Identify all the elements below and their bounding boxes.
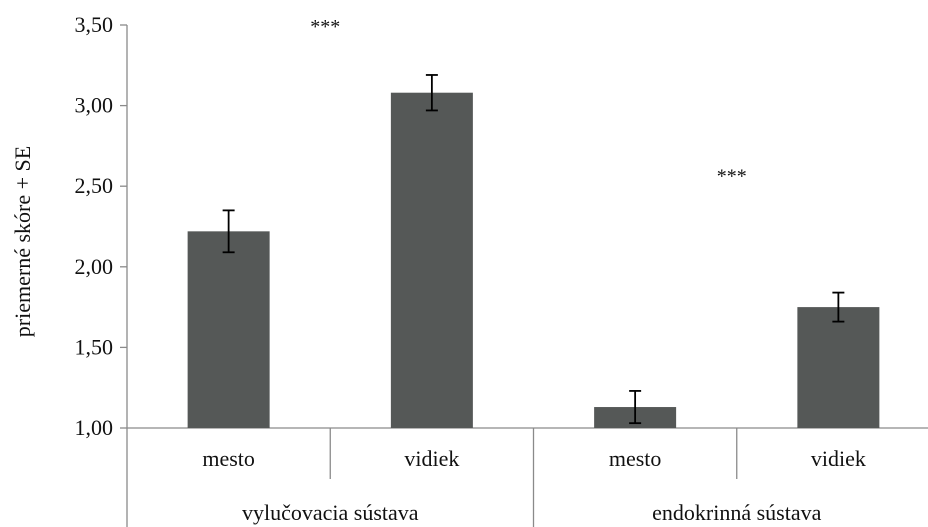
y-tick-label: 3,00 [75, 93, 114, 118]
y-tick-label: 3,50 [75, 12, 114, 37]
y-tick-label: 1,00 [75, 415, 114, 440]
significance-label: *** [717, 166, 747, 188]
category-label: vidiek [811, 446, 866, 471]
bar [187, 231, 270, 428]
y-tick-label: 1,50 [75, 334, 114, 359]
group-label: vylučovacia sústava [242, 500, 419, 525]
bars [187, 74, 880, 428]
category-label: mesto [202, 446, 255, 471]
y-axis-title: priemerné skóre + SE [10, 146, 35, 337]
y-tick-label: 2,00 [75, 254, 114, 279]
bar [797, 307, 880, 428]
group-label: endokrinná sústava [652, 500, 821, 525]
category-label: vidiek [404, 446, 459, 471]
significance-label: *** [310, 16, 340, 38]
y-tick-label: 2,50 [75, 173, 114, 198]
labels: 1,00 1,50 2,00 2,50 3,00 3,50 mesto vidiek vyluč… [75, 12, 866, 525]
category-label: mesto [609, 446, 662, 471]
bar [390, 92, 473, 428]
